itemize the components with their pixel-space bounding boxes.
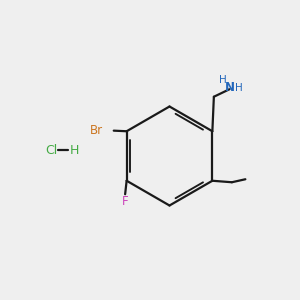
Text: H: H [69, 143, 79, 157]
Text: N: N [224, 81, 235, 94]
Text: F: F [122, 195, 128, 208]
Text: Cl: Cl [45, 143, 57, 157]
Text: H: H [219, 75, 227, 85]
Text: Br: Br [89, 124, 103, 137]
Text: H: H [235, 83, 243, 93]
